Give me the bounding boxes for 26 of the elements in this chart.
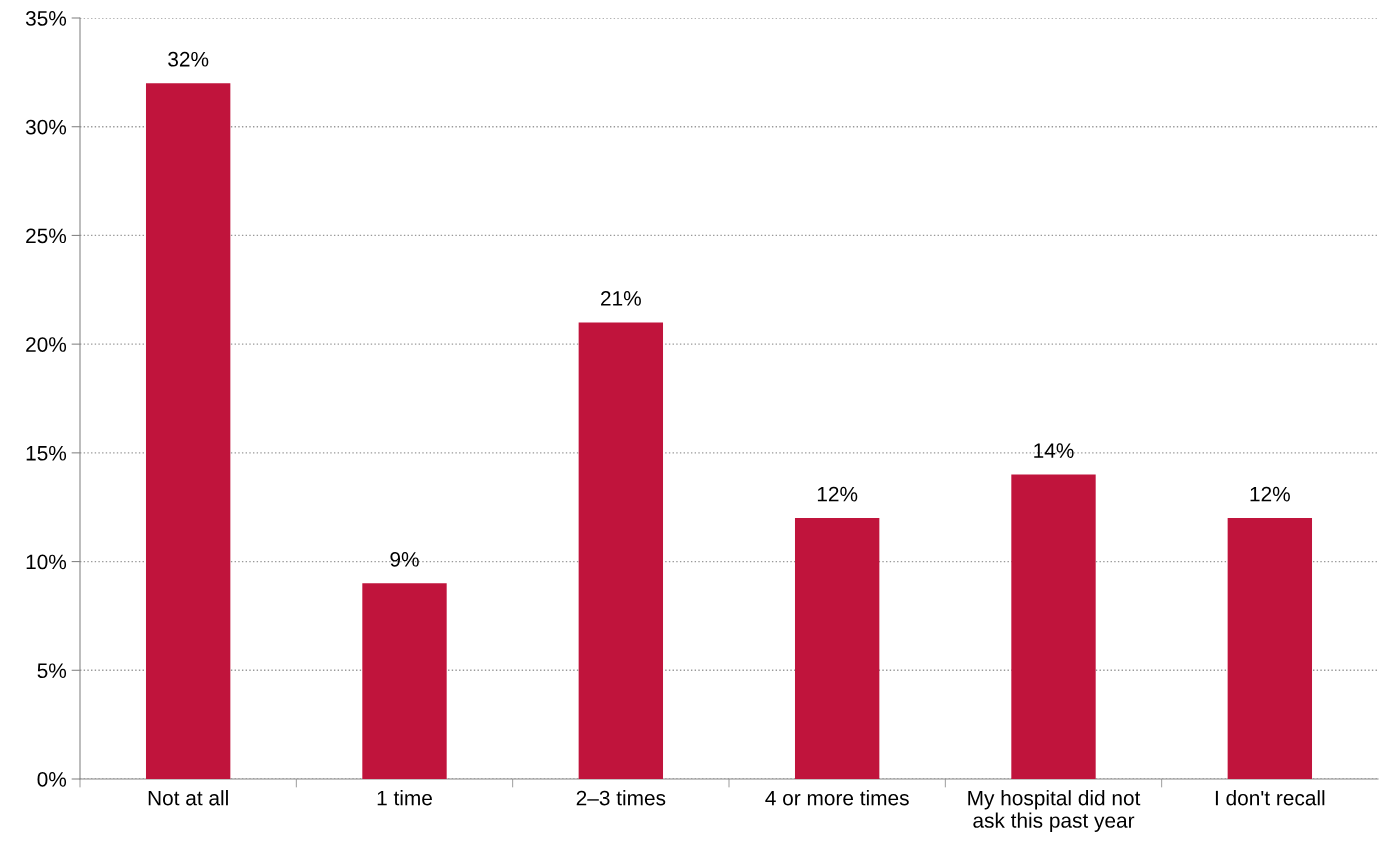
x-tick-label: Not at all (148, 790, 228, 806)
data-label: 9% (390, 551, 419, 567)
y-tick-label: 30% (25, 119, 67, 135)
bar (794, 518, 880, 779)
data-label: 12% (817, 486, 858, 502)
bar (1011, 474, 1096, 779)
x-tick-label: 1 time (377, 790, 432, 806)
bar (362, 583, 447, 779)
x-tick-label: 4 or more times (765, 790, 909, 806)
x-tick-label: I don't recall (1215, 790, 1325, 806)
y-tick-label: 15% (26, 445, 67, 461)
x-tick-label: My hospital did not ask this past year (968, 790, 1141, 832)
data-label: 12% (1250, 486, 1290, 502)
bar (145, 83, 231, 779)
bar (578, 322, 664, 779)
y-tick-label: 25% (26, 228, 67, 244)
x-tick-label: 2–3 times (576, 790, 666, 806)
data-label: 32% (168, 51, 209, 67)
y-tick-label: 10% (26, 554, 67, 570)
y-tick-label: 35% (25, 11, 67, 26)
data-label: 14% (1034, 443, 1074, 458)
bar (1227, 518, 1313, 779)
data-label: 21% (601, 291, 641, 306)
y-tick-label: 20% (26, 337, 67, 352)
y-tick-label: 0% (37, 772, 67, 787)
y-tick-label: 5% (37, 663, 67, 679)
